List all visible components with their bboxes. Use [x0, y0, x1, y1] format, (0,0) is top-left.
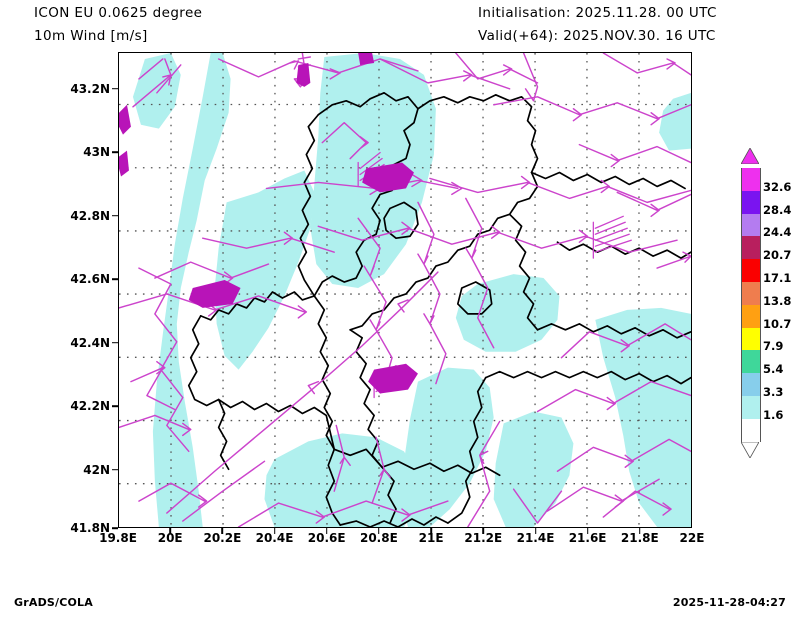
colorbar-band [741, 236, 761, 260]
lon-tick-label-21.4E: 21.4E [516, 531, 555, 545]
colorbar-band [741, 281, 761, 305]
lon-tick-mark [639, 528, 641, 534]
lat-tick-label-42N: 42N [83, 462, 110, 477]
colorbar [740, 147, 761, 462]
lon-tick-mark [534, 528, 537, 534]
lon-tick-label-20.8E: 20.8E [359, 531, 398, 545]
lat-tick-mark [112, 405, 118, 408]
lon-tick-label-21.6E: 21.6E [568, 531, 607, 545]
colorbar-band [741, 373, 761, 396]
lat-tick-label-43N: 43N [83, 145, 110, 160]
lon-tick-label-21.2E: 21.2E [464, 531, 503, 545]
colorbar-tick-label: 7.9 [763, 339, 784, 354]
lat-tick-mark [112, 278, 118, 281]
colorbar-tick-label: 13.8 [763, 293, 792, 308]
lon-tick-mark [430, 528, 432, 534]
lon-tick-label-20.6E: 20.6E [307, 531, 346, 545]
colorbar-band [741, 190, 761, 214]
lat-tick-mark [112, 469, 118, 471]
lat-tick-mark [112, 88, 118, 90]
model-title: ICON EU 0.0625 degree [34, 5, 203, 21]
colorbar-tick-label: 3.3 [763, 385, 784, 399]
lon-tick-mark [325, 528, 328, 534]
lon-tick-label-21E: 21E [418, 531, 444, 545]
footer-timestamp: 2025-11-28-04:27 [672, 596, 786, 609]
lat-tick-mark [112, 151, 118, 154]
lon-tick-mark [221, 528, 224, 534]
lon-tick-label-21.8E: 21.8E [620, 531, 659, 545]
wind-map-canvas [119, 53, 691, 527]
lon-tick-mark [482, 528, 485, 534]
colorbar-band [741, 213, 761, 237]
colorbar-high-cap [740, 147, 760, 165]
colorbar-low-cap [740, 441, 760, 459]
lat-tick-label-41.8N: 41.8N [70, 521, 110, 535]
colorbar-tick-label: 10.7 [763, 316, 792, 331]
colorbar-band [741, 259, 761, 282]
lon-tick-mark [169, 528, 171, 534]
colorbar-band [741, 350, 761, 374]
colorbar-tick-label: 1.6 [763, 407, 784, 422]
colorbar-band [741, 327, 761, 351]
colorbar-tick-label: 17.1 [763, 271, 792, 285]
lat-tick-label-42.2N: 42.2N [70, 399, 110, 414]
colorbar-tick-label: 24.4 [763, 225, 792, 240]
colorbar-band [741, 304, 761, 328]
initialisation-label: Initialisation: 2025.11.28. 00 UTC [478, 5, 717, 21]
colorbar-tick-label: 28.4 [763, 202, 792, 217]
map-plot-area [118, 52, 692, 528]
lon-tick-label-20.2E: 20.2E [203, 531, 242, 545]
colorbar-tick-label: 20.7 [763, 248, 792, 263]
colorbar-band [741, 395, 761, 419]
lat-tick-mark [112, 215, 118, 217]
lat-tick-label-43.2N: 43.2N [70, 81, 110, 96]
lon-tick-label-20.4E: 20.4E [255, 531, 294, 545]
variable-title: 10m Wind [m/s] [34, 28, 148, 44]
lon-tick-mark [378, 528, 380, 534]
lat-tick-mark [112, 342, 118, 344]
lon-tick-mark [273, 528, 276, 534]
valid-time-label: Valid(+64): 2025.NOV.30. 16 UTC [478, 28, 716, 44]
colorbar-tick-label: 5.4 [763, 362, 784, 377]
colorbar-band [741, 168, 761, 191]
lon-tick-mark [586, 528, 589, 534]
lat-tick-mark [112, 527, 118, 529]
high-wind-patch-layer [119, 53, 418, 394]
colorbar-tick-label: 32.6 [763, 179, 792, 194]
lon-tick-label-20E: 20E [157, 531, 183, 545]
lon-tick-label-19.8E: 19.8E [99, 531, 137, 545]
lat-tick-label-42.4N: 42.4N [70, 335, 110, 350]
footer-credit: GrADS/COLA [14, 596, 93, 609]
lat-tick-label-42.8N: 42.8N [70, 208, 110, 223]
colorbar-band [741, 418, 761, 442]
lon-tick-label-22E: 22E [679, 531, 705, 545]
colorbar-bands [741, 168, 761, 442]
lat-tick-label-42.6N: 42.6N [70, 272, 110, 287]
